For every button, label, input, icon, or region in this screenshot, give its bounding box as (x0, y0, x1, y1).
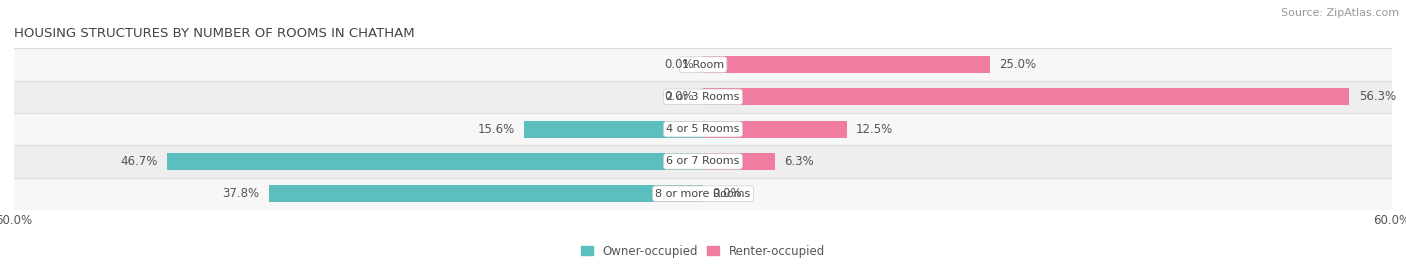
Bar (703, 56, 990, 73)
Bar (14, 145, 1392, 178)
Bar (14, 178, 1392, 210)
Legend: Owner-occupied, Renter-occupied: Owner-occupied, Renter-occupied (581, 245, 825, 258)
Bar (14, 48, 1392, 81)
Text: 25.0%: 25.0% (1000, 58, 1036, 71)
Text: Source: ZipAtlas.com: Source: ZipAtlas.com (1281, 8, 1399, 18)
Bar (269, 185, 703, 202)
Bar (703, 89, 1350, 105)
Text: 15.6%: 15.6% (478, 123, 515, 136)
Text: 6.3%: 6.3% (785, 155, 814, 168)
Bar (703, 121, 846, 137)
Text: 0.0%: 0.0% (713, 187, 742, 200)
Text: 8 or more Rooms: 8 or more Rooms (655, 189, 751, 199)
Bar (524, 121, 703, 137)
Text: HOUSING STRUCTURES BY NUMBER OF ROOMS IN CHATHAM: HOUSING STRUCTURES BY NUMBER OF ROOMS IN… (14, 27, 415, 40)
Text: 6 or 7 Rooms: 6 or 7 Rooms (666, 156, 740, 167)
Text: 56.3%: 56.3% (1358, 90, 1396, 103)
Text: 4 or 5 Rooms: 4 or 5 Rooms (666, 124, 740, 134)
Text: 37.8%: 37.8% (222, 187, 260, 200)
Text: 1 Room: 1 Room (682, 59, 724, 70)
Text: 12.5%: 12.5% (856, 123, 893, 136)
Bar (703, 153, 775, 170)
Bar (14, 113, 1392, 145)
Bar (167, 153, 703, 170)
Text: 0.0%: 0.0% (664, 58, 693, 71)
Text: 2 or 3 Rooms: 2 or 3 Rooms (666, 92, 740, 102)
Bar (14, 81, 1392, 113)
Text: 46.7%: 46.7% (121, 155, 157, 168)
Text: 0.0%: 0.0% (664, 90, 693, 103)
